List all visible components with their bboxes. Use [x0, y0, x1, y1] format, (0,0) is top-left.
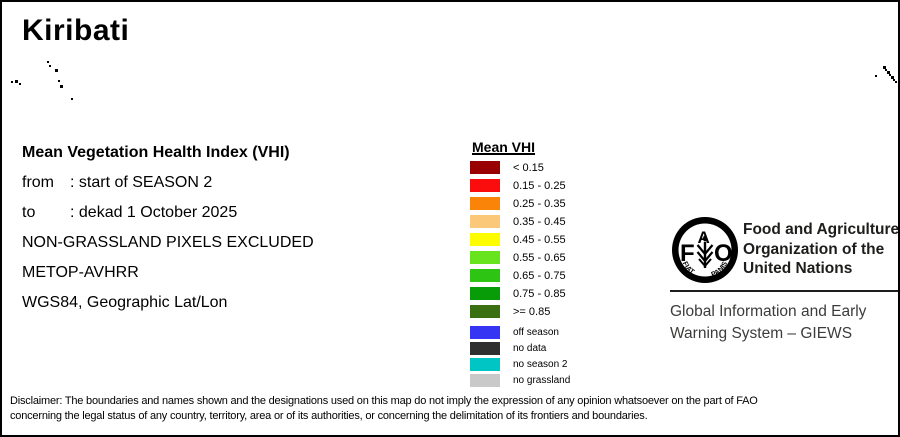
info-line: to : dekad 1 October 2025	[22, 198, 314, 228]
legend-swatch	[470, 374, 500, 387]
legend-swatch	[470, 215, 500, 228]
disclaimer-text: Disclaimer: The boundaries and names sho…	[10, 394, 758, 423]
giews-line: Warning System – GIEWS	[670, 325, 853, 342]
info-line: METOP-AVHRR	[22, 258, 314, 288]
legend-swatch	[470, 179, 500, 192]
legend-item: < 0.15	[470, 161, 570, 174]
info-line: WGS84, Geographic Lat/Lon	[22, 288, 314, 318]
legend-item: no grassland	[470, 374, 570, 387]
legend-label: 0.35 - 0.45	[513, 215, 566, 228]
info-line-text: : start of SEASON 2	[70, 174, 213, 191]
legend-swatch	[470, 233, 500, 246]
legend-label: off season	[513, 327, 559, 338]
legend-swatch	[470, 342, 500, 355]
island-dot	[47, 61, 49, 63]
legend-label: < 0.15	[513, 161, 544, 174]
info-line-text: WGS84, Geographic Lat/Lon	[22, 294, 228, 311]
vhi-legend: Mean VHI < 0.15 0.15 - 0.25 0.25 - 0.35 0.3…	[470, 139, 570, 390]
fao-org-line: Organization of the	[743, 240, 885, 258]
legend-label: >= 0.85	[513, 305, 551, 318]
info-line: from : start of SEASON 2	[22, 168, 314, 198]
info-lines: from : start of SEASON 2 to : dekad 1 Octob…	[22, 168, 314, 318]
legend-item: no season 2	[470, 358, 570, 371]
island-dot	[11, 81, 13, 83]
legend-title: Mean VHI	[472, 139, 536, 155]
legend-swatch	[470, 305, 500, 318]
legend-item: 0.65 - 0.75	[470, 269, 570, 282]
legend-swatch	[470, 197, 500, 210]
legend-swatch	[470, 161, 500, 174]
island-dot	[889, 74, 891, 76]
legend-item: 0.75 - 0.85	[470, 287, 570, 300]
legend-label: no season 2	[513, 359, 568, 370]
legend-item: 0.25 - 0.35	[470, 197, 570, 210]
legend-label: 0.15 - 0.25	[513, 179, 566, 192]
island-dot	[19, 83, 21, 85]
legend-label: 0.75 - 0.85	[513, 287, 566, 300]
island-dot	[875, 75, 877, 77]
legend-item: 0.15 - 0.25	[470, 179, 570, 192]
island-dot	[885, 69, 887, 71]
legend-swatch	[470, 251, 500, 264]
legend-item: no data	[470, 342, 570, 355]
legend-label: no grassland	[513, 375, 571, 386]
legend-item: off season	[470, 326, 570, 339]
info-line: NON-GRASSLAND PIXELS EXCLUDED	[22, 228, 314, 258]
svg-text:F: F	[680, 240, 695, 267]
island-dot	[891, 76, 894, 79]
legend-class-list: < 0.15 0.15 - 0.25 0.25 - 0.35 0.35 - 0.45 0…	[470, 161, 570, 318]
legend-label: 0.55 - 0.65	[513, 251, 566, 264]
island-dot	[895, 81, 897, 83]
disclaimer-line: concerning the legal status of any count…	[10, 409, 648, 422]
info-line-prefix: to	[22, 204, 36, 221]
legend-extra-list: off season no data no season 2 no grassland	[470, 326, 570, 387]
legend-swatch	[470, 358, 500, 371]
island-dot	[883, 66, 886, 69]
legend-item: 0.45 - 0.55	[470, 233, 570, 246]
page-title: Kiribati	[22, 14, 130, 47]
legend-item: >= 0.85	[470, 305, 570, 318]
island-dot	[71, 98, 73, 100]
fao-divider-line	[670, 290, 898, 292]
island-dot	[887, 71, 890, 74]
legend-label: no data	[513, 343, 547, 354]
info-line-text: METOP-AVHRR	[22, 264, 139, 281]
legend-swatch	[470, 287, 500, 300]
info-line-prefix: from	[22, 174, 54, 191]
legend-swatch	[470, 326, 500, 339]
disclaimer-line: Disclaimer: The boundaries and names sho…	[10, 395, 758, 407]
giews-label: Global Information and Early Warning Syst…	[670, 301, 866, 345]
island-dot	[60, 85, 63, 88]
vhi-heading: Mean Vegetation Health Index (VHI)	[22, 144, 290, 161]
legend-label: 0.45 - 0.55	[513, 233, 566, 246]
island-dot	[55, 69, 58, 72]
map-info-block: Mean Vegetation Health Index (VHI) from:…	[22, 138, 314, 318]
svg-text:O: O	[714, 240, 733, 267]
fao-org-line: United Nations	[743, 260, 853, 277]
legend-label: 0.65 - 0.75	[513, 269, 566, 282]
fao-org-line: Food and Agriculture	[743, 221, 900, 238]
fao-logo-icon: F O A FIAT PANIS	[670, 215, 740, 290]
island-dot	[49, 65, 51, 67]
info-line-text: NON-GRASSLAND PIXELS EXCLUDED	[22, 234, 314, 251]
island-dot	[58, 80, 60, 82]
legend-item: 0.55 - 0.65	[470, 251, 570, 264]
legend-swatch	[470, 269, 500, 282]
legend-label: 0.25 - 0.35	[513, 197, 566, 210]
legend-item: 0.35 - 0.45	[470, 215, 570, 228]
island-dot	[893, 79, 895, 81]
info-line-text: : dekad 1 October 2025	[70, 204, 238, 221]
giews-line: Global Information and Early	[670, 303, 867, 320]
island-dot	[15, 80, 18, 83]
fao-org-name: Food and Agriculture Organization of the U…	[743, 220, 900, 279]
